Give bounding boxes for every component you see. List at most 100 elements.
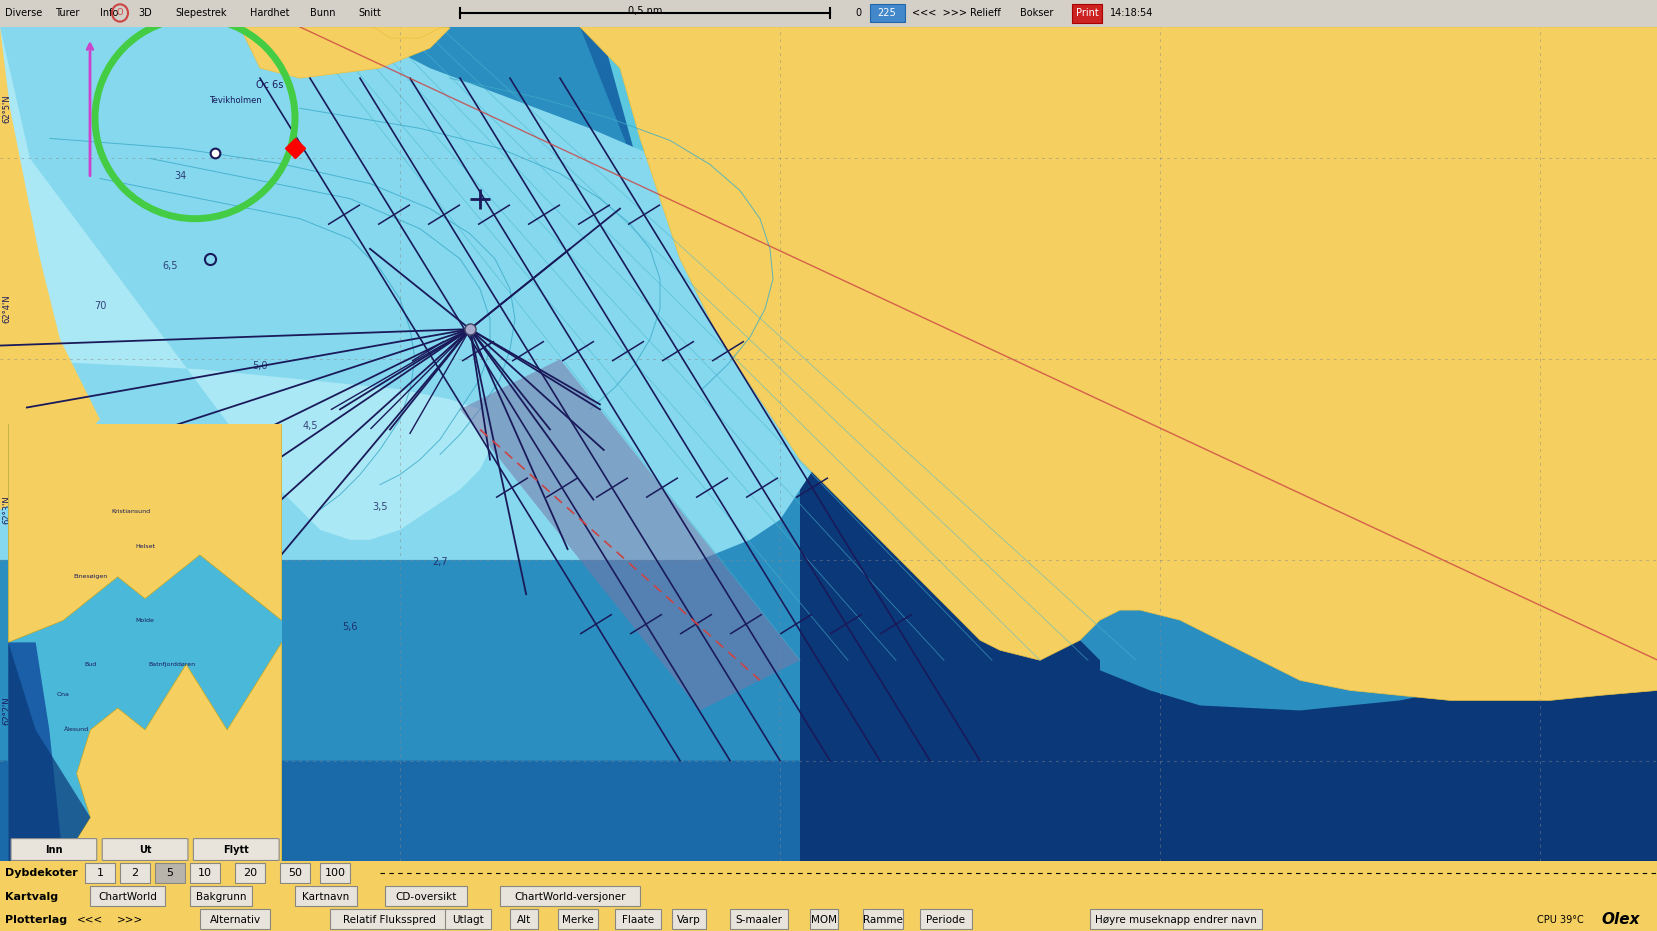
FancyBboxPatch shape	[119, 863, 151, 883]
Text: Varp: Varp	[676, 915, 701, 924]
Text: Bakgrunn: Bakgrunn	[196, 892, 247, 901]
Text: MOM: MOM	[810, 915, 837, 924]
Text: <<<  >>>: <<< >>>	[911, 8, 966, 18]
Text: 5,6: 5,6	[341, 622, 358, 632]
Text: ChartWorld-versjoner: ChartWorld-versjoner	[514, 892, 625, 901]
Polygon shape	[8, 424, 282, 861]
Text: Flaate: Flaate	[621, 915, 653, 924]
Text: 6,5: 6,5	[162, 261, 177, 271]
Text: 20: 20	[244, 869, 257, 878]
Text: 0: 0	[855, 8, 860, 18]
Text: Ona: Ona	[56, 693, 70, 697]
Text: CPU 39°C: CPU 39°C	[1536, 915, 1582, 924]
Text: Olex: Olex	[1601, 912, 1639, 927]
Text: Slepestrek: Slepestrek	[176, 8, 227, 18]
FancyBboxPatch shape	[0, 0, 1657, 27]
FancyBboxPatch shape	[295, 886, 358, 906]
Text: Utlagt: Utlagt	[452, 915, 484, 924]
Text: Relatif Fluksspred: Relatif Fluksspred	[343, 915, 436, 924]
FancyBboxPatch shape	[320, 863, 350, 883]
FancyBboxPatch shape	[103, 839, 187, 860]
Text: 14:18:54: 14:18:54	[1109, 8, 1153, 18]
Text: Ålesund: Ålesund	[65, 727, 89, 733]
Text: Snitt: Snitt	[358, 8, 381, 18]
Polygon shape	[0, 27, 870, 560]
Text: Ramme: Ramme	[863, 915, 903, 924]
Text: Alt: Alt	[517, 915, 530, 924]
Text: <<<: <<<	[76, 915, 103, 924]
Text: 5,0: 5,0	[252, 361, 267, 371]
Polygon shape	[459, 359, 800, 710]
Text: 225: 225	[877, 8, 896, 18]
FancyBboxPatch shape	[189, 863, 220, 883]
Text: Relieff: Relieff	[969, 8, 1001, 18]
Text: Molde: Molde	[136, 618, 154, 623]
Text: 3D: 3D	[138, 8, 152, 18]
Text: Helset: Helset	[134, 544, 156, 548]
FancyBboxPatch shape	[615, 910, 661, 929]
FancyBboxPatch shape	[384, 886, 467, 906]
Text: CD-oversikt: CD-oversikt	[394, 892, 456, 901]
Text: 1: 1	[96, 869, 103, 878]
Text: Periode: Periode	[926, 915, 964, 924]
Polygon shape	[0, 27, 1657, 861]
Text: Inn: Inn	[45, 844, 63, 855]
Polygon shape	[0, 27, 1657, 761]
Text: Merke: Merke	[562, 915, 593, 924]
FancyBboxPatch shape	[194, 839, 278, 860]
Text: O: O	[116, 8, 123, 18]
FancyBboxPatch shape	[330, 910, 447, 929]
FancyBboxPatch shape	[920, 910, 971, 929]
Text: Info: Info	[99, 8, 118, 18]
Polygon shape	[699, 27, 1099, 861]
Polygon shape	[63, 642, 282, 861]
FancyBboxPatch shape	[154, 863, 186, 883]
Text: Print: Print	[1075, 8, 1097, 18]
Text: Kristiansund: Kristiansund	[111, 508, 151, 514]
Text: 3,5: 3,5	[373, 502, 388, 512]
FancyBboxPatch shape	[671, 910, 706, 929]
Text: 34: 34	[174, 170, 186, 181]
FancyBboxPatch shape	[1089, 910, 1261, 929]
Text: Bokser: Bokser	[1019, 8, 1052, 18]
FancyBboxPatch shape	[509, 910, 539, 929]
Text: 62°3'N: 62°3'N	[2, 495, 12, 524]
Polygon shape	[8, 642, 89, 861]
Text: 62°4'N: 62°4'N	[2, 295, 12, 323]
FancyBboxPatch shape	[280, 863, 310, 883]
Polygon shape	[0, 27, 490, 540]
Text: >>>: >>>	[116, 915, 143, 924]
Polygon shape	[1099, 660, 1657, 861]
Text: Kartvalg: Kartvalg	[5, 892, 58, 901]
Text: Kartnavn: Kartnavn	[302, 892, 350, 901]
Text: Turer: Turer	[55, 8, 80, 18]
Text: 70: 70	[94, 301, 106, 311]
Text: Høyre museknapp endrer navn: Høyre museknapp endrer navn	[1095, 915, 1256, 924]
Text: ChartWorld: ChartWorld	[98, 892, 157, 901]
Text: 2,7: 2,7	[432, 557, 447, 567]
FancyBboxPatch shape	[1070, 4, 1102, 23]
Polygon shape	[0, 27, 99, 510]
Polygon shape	[8, 424, 282, 642]
Text: 2: 2	[131, 869, 139, 878]
FancyBboxPatch shape	[12, 839, 96, 860]
Text: 0,5 nm: 0,5 nm	[628, 7, 661, 17]
Text: Oc 6s: Oc 6s	[257, 80, 283, 90]
Text: Tevikholmen: Tevikholmen	[209, 96, 262, 105]
Text: Einesøigen: Einesøigen	[73, 574, 108, 579]
Polygon shape	[0, 27, 1657, 861]
FancyBboxPatch shape	[862, 910, 903, 929]
FancyBboxPatch shape	[499, 886, 640, 906]
Polygon shape	[8, 642, 63, 861]
FancyBboxPatch shape	[85, 863, 116, 883]
Text: Plotterlag: Plotterlag	[5, 915, 66, 924]
Text: Dybdekoter: Dybdekoter	[5, 869, 78, 878]
Text: Alternativ: Alternativ	[209, 915, 260, 924]
Text: N: N	[78, 13, 88, 26]
Text: 10: 10	[197, 869, 212, 878]
Text: Bud: Bud	[85, 662, 96, 667]
FancyBboxPatch shape	[557, 910, 598, 929]
Text: Diverse: Diverse	[5, 8, 41, 18]
Text: Bunn: Bunn	[310, 8, 335, 18]
FancyBboxPatch shape	[729, 910, 787, 929]
